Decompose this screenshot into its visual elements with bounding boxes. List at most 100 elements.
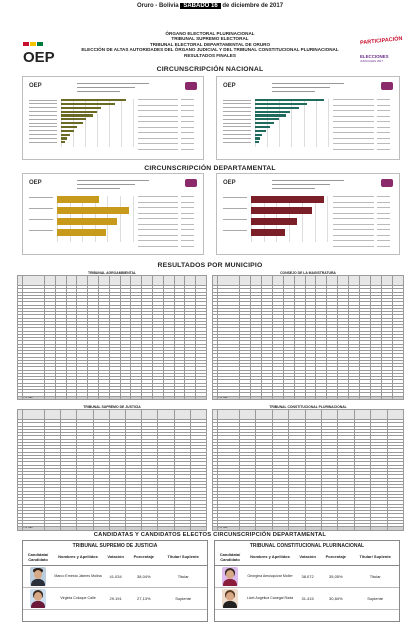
legend-value-line [181, 218, 194, 219]
table-header-cell [22, 409, 45, 420]
mini-participacion-icon [185, 82, 197, 90]
chart-title-line [271, 87, 330, 89]
legend-value-line [181, 245, 194, 247]
legend-value-line [181, 229, 194, 230]
bar-label-line [29, 134, 57, 135]
table-cell [157, 526, 175, 531]
legend-line [333, 126, 374, 128]
candidate-photo-avatar [222, 566, 238, 586]
table-header-cell [108, 409, 126, 420]
table-row [212, 343, 405, 348]
candidate-role: Titular [351, 565, 399, 588]
table-row [212, 470, 405, 476]
candidates-tsj: TRIBUNAL SUPREMO DE JUSTICIA Candidata/ … [22, 540, 208, 622]
legend-line [333, 110, 374, 111]
mini-logo: OEP [29, 83, 42, 89]
chart-bar [61, 125, 77, 129]
table-row [17, 493, 208, 499]
table-cell [60, 526, 78, 531]
legend-value-line [377, 218, 390, 219]
table-tsj-title: TRIBUNAL SUPREMO DE JUSTICIA [83, 405, 141, 409]
table-cell [92, 526, 110, 531]
legend-line [138, 212, 178, 214]
section-municipio-title: RESULTADOS POR MUNICIPIO [157, 262, 263, 269]
candidate-role: Suplente [159, 587, 207, 610]
bar-label-line [29, 122, 57, 124]
mini-logo: OEP [223, 180, 236, 186]
bar-label-line [223, 134, 251, 135]
legend-line [138, 110, 178, 111]
table-cell [189, 526, 208, 531]
legend-value-line [377, 229, 390, 230]
legend-value-line [377, 104, 390, 106]
col-role: Titular/ Suplente [159, 549, 207, 566]
candidate-role: Suplente [351, 587, 399, 610]
table-header-cell [22, 275, 45, 286]
chart-bar [255, 102, 308, 106]
table-row [212, 356, 405, 361]
table-cell [151, 395, 164, 400]
bar-label-line [223, 107, 251, 109]
candidate-pct: 30,84% [320, 587, 352, 610]
table-header-cell [337, 275, 350, 286]
candidate-pct: 27,13% [128, 587, 160, 610]
header-line-4: ELECCIÓN DE ALTAS AUTORIDADES DEL ÓRGANO… [81, 47, 339, 53]
legend-line [138, 148, 178, 150]
table-header-cell [76, 275, 89, 286]
legend-value-line [377, 207, 390, 208]
table-row [212, 483, 405, 489]
bar-label-line [223, 118, 251, 120]
chart-bar [61, 133, 70, 136]
chart-panel-departamental-right: OEP [216, 173, 400, 255]
table-row [212, 454, 405, 460]
table-row [212, 480, 405, 486]
candidate-name: Virginia Coloque Calle [53, 587, 103, 610]
legend-line [138, 234, 178, 236]
table-row: T O T A L [17, 395, 207, 400]
col-vote: Votación [103, 549, 129, 566]
table-cell [370, 395, 382, 400]
table-header-cell [353, 409, 372, 420]
chart-title-line [77, 83, 149, 85]
table-row [212, 366, 405, 371]
table-cell [65, 395, 78, 400]
table-header-cell [97, 275, 110, 286]
legend-value-line [377, 201, 390, 203]
table-row [17, 330, 207, 335]
legend-value-line [181, 121, 194, 122]
legend-line [333, 143, 374, 144]
table-magistratura-title: CONSEJO DE LA MAGISTRATURA [280, 271, 336, 275]
table-cell [320, 526, 339, 531]
mini-participacion-icon [381, 82, 393, 90]
table-header-cell [271, 409, 290, 420]
table-header-cell [65, 275, 78, 286]
col-pct: Porcentaje [320, 549, 352, 566]
participacion-logo: PARTICIPACIÓN ELECCIONES JUDICIALES 2017 [360, 36, 405, 72]
table-tcp-grid: T O T A L [212, 409, 405, 531]
table-header-cell [173, 409, 191, 420]
col-name: Nombres y Apellidos [53, 549, 103, 566]
table-cell [189, 516, 208, 521]
table-row [17, 461, 208, 466]
legend-value-line [181, 104, 194, 106]
table-header-cell [44, 275, 56, 286]
legend-line [333, 132, 374, 133]
date-day: SÁBADO 16 [180, 3, 221, 9]
legend-value-line [377, 212, 390, 214]
mini-participacion-icon [381, 179, 393, 187]
table-cell [293, 395, 306, 400]
table-header-cell [119, 275, 132, 286]
legend-line [333, 223, 374, 225]
table-row [17, 385, 207, 391]
legend-value-line [377, 110, 390, 111]
legend-line [138, 126, 178, 128]
candidate-photo-avatar [30, 588, 46, 608]
table-cell [189, 522, 208, 528]
table-header-cell [43, 409, 62, 420]
bar-label-line [223, 196, 247, 198]
legend-line [138, 143, 178, 144]
chart-bar [61, 99, 126, 102]
candidates-tsj-table: Candidata/ Candidato Nombres y Apellidos… [23, 549, 207, 610]
legend-value-line [377, 196, 390, 197]
legend-value-line [377, 99, 390, 100]
